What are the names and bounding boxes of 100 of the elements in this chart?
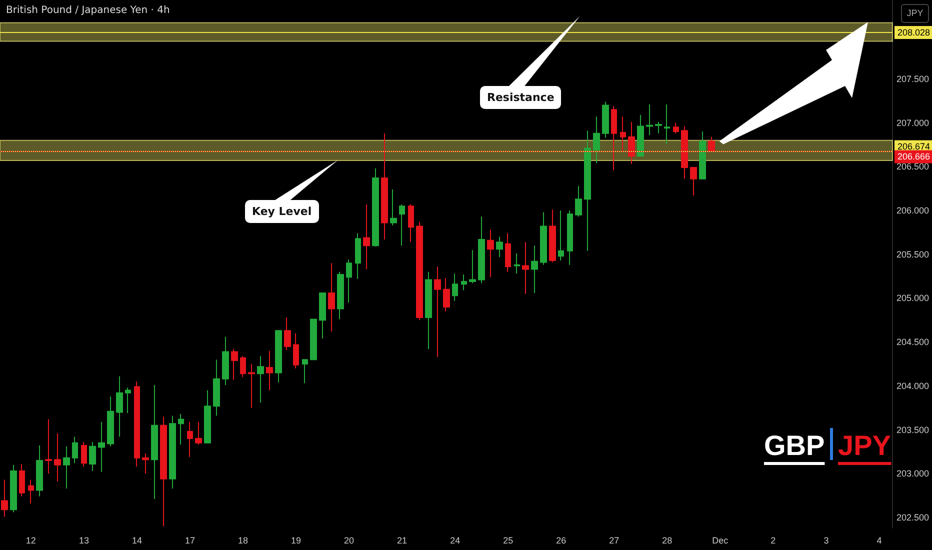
x-tick-label: 24 <box>450 536 460 546</box>
candlestick <box>514 252 520 274</box>
candlestick <box>125 387 131 414</box>
x-tick-label: 3 <box>824 536 829 546</box>
candlestick <box>293 332 299 369</box>
ref-line-label: 206.666 <box>897 152 930 162</box>
y-tick-label: 206.500 <box>896 162 930 172</box>
x-tick-label: 14 <box>132 536 142 546</box>
text: British Pound / Japanese Yen · 4h <box>6 5 170 16</box>
candlestick <box>425 271 432 350</box>
candlestick <box>107 396 114 447</box>
y-tick-label: 207.500 <box>896 74 930 84</box>
candlestick <box>602 101 609 138</box>
candlestick <box>487 229 494 278</box>
y-tick-label: 204.500 <box>896 337 930 348</box>
candlestick <box>222 336 229 386</box>
y-axis-title: JPY <box>901 4 929 23</box>
candlestick <box>1 479 8 518</box>
candlestick <box>275 330 282 383</box>
candlestick <box>63 446 70 490</box>
candlestick <box>240 356 246 378</box>
candlestick <box>452 273 458 302</box>
candlestick <box>134 381 140 468</box>
candlestick <box>469 249 476 284</box>
candlestick <box>257 356 264 404</box>
candlestick <box>584 130 591 252</box>
candlestick <box>637 114 644 157</box>
candlestick <box>549 209 556 263</box>
y-tick-label: 203.000 <box>896 468 930 479</box>
candlestick <box>178 413 184 446</box>
y-tick-label: 204.000 <box>896 380 930 391</box>
y-tick-label: 205.000 <box>896 293 930 304</box>
candlestick <box>187 421 193 458</box>
candlestick <box>72 436 78 464</box>
x-tick-label: 12 <box>26 536 36 546</box>
candlestick <box>45 418 52 474</box>
candlestick <box>266 350 273 391</box>
x-tick-label: 4 <box>876 536 882 546</box>
x-tick-label: 27 <box>609 536 620 546</box>
candlestick <box>505 232 511 272</box>
candlestick <box>81 442 87 468</box>
candlestick <box>478 216 485 284</box>
candlestick <box>54 432 61 482</box>
candlestick <box>531 245 538 294</box>
candlestick <box>231 348 238 380</box>
candlestick <box>567 210 573 266</box>
candlestick <box>310 318 317 360</box>
candlestick <box>28 479 34 504</box>
x-tick-label: 25 <box>503 536 514 546</box>
candlestick <box>10 464 17 513</box>
candlestick <box>337 271 344 320</box>
y-tick-label: 202.500 <box>896 512 930 522</box>
candlestick <box>89 442 96 472</box>
candlestick <box>434 266 441 358</box>
candlestick <box>346 259 352 304</box>
candlestick <box>673 122 679 134</box>
candlestick <box>363 204 370 270</box>
candlestick <box>558 210 564 261</box>
annotation: GBP <box>764 430 825 461</box>
y-tick-label: 205.500 <box>896 249 930 260</box>
candlestick <box>36 445 43 497</box>
candlestick <box>151 384 158 500</box>
annotation: JPY <box>838 430 892 461</box>
x-tick-label: 13 <box>78 536 89 546</box>
x-tick-label: 19 <box>291 536 302 546</box>
x-tick-label: 26 <box>556 536 566 546</box>
annotation: Resistance <box>480 86 562 109</box>
candlestick <box>655 121 662 134</box>
candlestick <box>195 421 202 446</box>
candlestick <box>646 104 653 136</box>
x-tick-label: Dec <box>712 536 729 546</box>
candlestick <box>160 416 167 527</box>
candlestick <box>664 104 670 144</box>
x-tick-label: 20 <box>344 536 354 546</box>
candlestick <box>611 106 617 171</box>
candlestick <box>575 185 582 218</box>
x-tick-label: 2 <box>770 536 776 546</box>
ref-line-label: 206.674 <box>897 142 930 152</box>
y-tick-label: 207.000 <box>896 118 930 128</box>
candlestick <box>390 188 397 226</box>
candlestick <box>399 204 405 246</box>
x-tick-label: 17 <box>184 536 195 546</box>
x-tick-label: 28 <box>662 536 672 546</box>
candlestick <box>284 317 291 350</box>
candlestick <box>116 376 123 438</box>
candlestick <box>98 421 105 472</box>
candlestick <box>142 452 149 474</box>
candlestick <box>204 390 211 444</box>
candlestick <box>593 116 600 164</box>
candlestick <box>328 262 335 332</box>
candlestick <box>461 274 467 291</box>
candlestick <box>443 278 450 312</box>
candlestick <box>19 463 25 497</box>
candlestick <box>213 359 220 416</box>
candlestick <box>169 415 176 490</box>
y-tick-label: 206.000 <box>896 206 930 216</box>
candlestick <box>355 232 361 280</box>
candlestick <box>319 292 326 340</box>
x-tick-label: 21 <box>397 536 408 546</box>
candlestick <box>690 167 697 196</box>
